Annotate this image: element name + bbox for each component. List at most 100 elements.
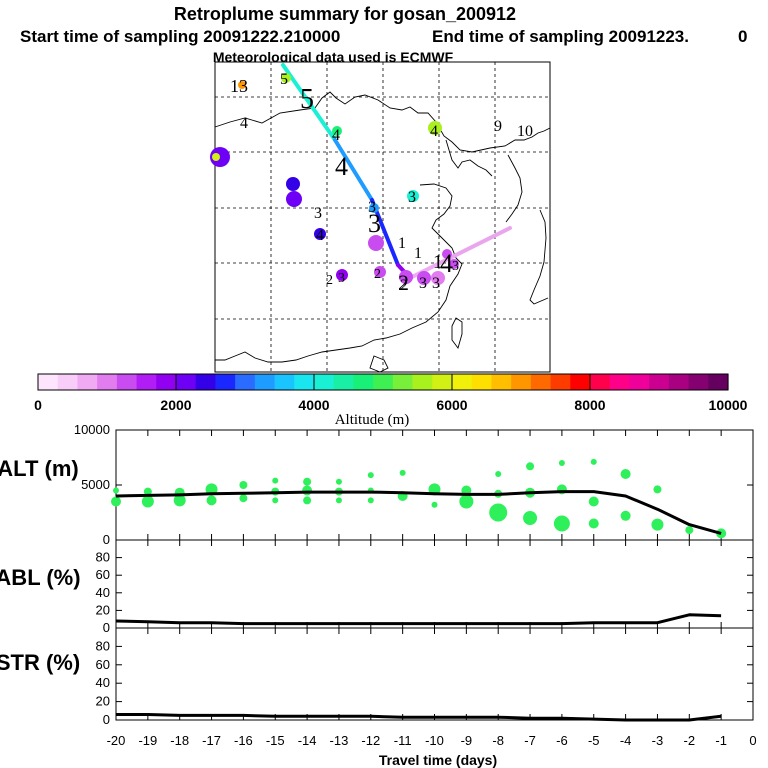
plume-point (286, 191, 302, 207)
colorbar-tick-label: 8000 (574, 397, 605, 413)
scatter-point (620, 510, 631, 521)
x-tick-label: -2 (684, 733, 696, 748)
scatter-point (716, 528, 727, 539)
track-day-label: 5 (300, 84, 314, 115)
track-day-label: 2 (398, 270, 409, 295)
y-tick-label: 60 (96, 657, 110, 672)
x-tick-label: -10 (425, 733, 444, 748)
colorbar-cell (668, 374, 690, 390)
plume-point (431, 271, 445, 285)
plume-point (417, 271, 431, 285)
x-tick-label: -19 (138, 733, 157, 748)
track-day-label: 3 (408, 189, 416, 206)
colorbar-tick-label: 6000 (436, 397, 467, 413)
scatter-point (143, 487, 152, 496)
scatter-point (588, 518, 599, 529)
trajectory-segment (440, 226, 512, 264)
x-axis-title: Travel time (days) (379, 752, 497, 768)
x-tick-label: -12 (361, 733, 380, 748)
track-day-label: 1 (414, 245, 422, 262)
series-line (115, 490, 722, 535)
x-tick-label: -16 (234, 733, 253, 748)
colorbar-ticks: 0 2000 4000 6000 8000 10000 (34, 374, 748, 413)
colorbar-cell (629, 374, 650, 390)
scatter-point (526, 462, 535, 471)
x-tick-label: -13 (330, 733, 349, 748)
track-day-label: 2 (374, 267, 381, 282)
x-tick-label: -9 (461, 733, 473, 748)
end-time-zero: 0 (738, 27, 747, 46)
plume-points (210, 73, 459, 285)
str-label: STR (%) (0, 650, 80, 675)
x-tick-label: -18 (170, 733, 189, 748)
scatter-point (495, 471, 502, 477)
track-day-label: 1 (398, 235, 406, 252)
track-day-label: 3 (314, 205, 322, 222)
x-tick-label: -6 (556, 733, 568, 748)
panel-frame (115, 539, 754, 629)
plume-point (212, 153, 220, 161)
colorbar-cell (254, 374, 276, 390)
start-time-text: Start time of sampling 20091222.210000 (20, 27, 340, 46)
track-day-label: 13 (230, 76, 248, 96)
track-day-label: 4 (440, 249, 453, 278)
scatter-point (272, 477, 279, 484)
colorbar-cell (176, 374, 197, 390)
colorbar-cell (353, 374, 374, 390)
track-day-label: 5 (280, 71, 288, 88)
plume-point (407, 190, 419, 202)
scatter-point (206, 495, 217, 506)
scatter-point (685, 526, 694, 535)
x-tick-label: 0 (749, 733, 756, 748)
scatter-point (239, 481, 248, 489)
series-line (116, 713, 722, 722)
y-tick-label: 5000 (81, 477, 110, 492)
trajectory-segment (333, 138, 374, 202)
scatter-point (303, 496, 312, 505)
scatter-point (558, 460, 565, 466)
colorbar-cell (215, 374, 236, 390)
colorbar-cell (452, 374, 473, 390)
x-axis-ticks: -20 -19 -18 -17 -16 -15 -14 -13 -12 -11 -10 -9 -8 -7-… (107, 733, 757, 748)
track-day-label: 3 (419, 275, 427, 292)
x-tick-label: -8 (492, 733, 504, 748)
scatter-point (272, 497, 279, 504)
track-day-label: 4 (335, 152, 348, 181)
x-tick-label: -14 (298, 733, 317, 748)
scatter-point (651, 518, 664, 531)
colorbar-cell (97, 374, 118, 390)
plume-point (449, 259, 459, 269)
plume-point (368, 235, 384, 251)
x-tick-label: -4 (620, 733, 632, 748)
y-tick-label: 0 (103, 532, 110, 547)
chart-title: Retroplume summary for gosan_200912 (174, 4, 516, 24)
colorbar-cell (136, 374, 157, 390)
colorbar-cell (688, 374, 709, 390)
y-tick-label: 60 (96, 567, 110, 582)
panel-frame (115, 627, 754, 721)
colorbar-label: Altitude (m) (335, 412, 410, 428)
abl-panel: 0 20 40 60 80 (96, 539, 754, 635)
scatter-point (489, 503, 508, 522)
colorbar-cell (314, 374, 335, 390)
scatter-point (523, 511, 538, 525)
trajectory-segment (408, 260, 444, 280)
abl-label: ABL (%) (0, 565, 81, 590)
track-day-label: 9 (494, 118, 502, 135)
plume-point (314, 228, 326, 240)
colorbar-cell (432, 374, 453, 390)
scatter-point (590, 458, 597, 465)
colorbar-cell (38, 374, 59, 390)
colorbar-cell (649, 374, 670, 390)
scatter-point (111, 496, 121, 507)
colorbar-cell (373, 374, 394, 390)
track-day-label: 4 (332, 127, 340, 144)
colorbar-cell (511, 374, 532, 390)
plume-point (374, 266, 386, 278)
colorbar-cell (530, 374, 552, 390)
scatter-point (553, 515, 570, 532)
track-day-label: 3 (368, 199, 376, 216)
colorbar-cell (412, 374, 433, 390)
scatter-point (239, 494, 248, 503)
